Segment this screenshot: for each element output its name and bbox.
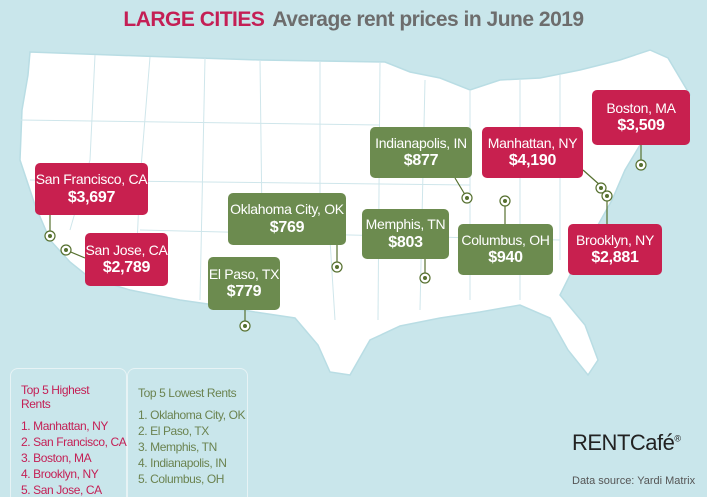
city-name: Manhattan, NY [487,134,578,151]
legend-lowest-title: Top 5 Lowest Rents [138,386,237,400]
city-price: $877 [403,152,439,170]
city-price: $779 [226,283,262,301]
city-name: Boston, MA [606,99,676,116]
title-highlight: LARGE CITIES [123,8,265,31]
legend-item: 3. Memphis, TN [138,440,217,454]
city-price: $4,190 [508,152,557,170]
city-name: Indianapolis, IN [375,134,467,151]
city-price: $2,789 [102,259,151,277]
city-label-memphis: Memphis, TN $803 [362,209,449,259]
city-label-brooklyn: Brooklyn, NY $2,881 [568,224,662,275]
city-label-indianapolis: Indianapolis, IN $877 [370,127,472,178]
city-name: San Francisco, CA [35,171,148,187]
city-label-san-jose: San Jose, CA $2,789 [85,233,168,286]
city-label-el-paso: El Paso, TX $779 [208,257,280,310]
city-price: $3,697 [67,188,116,206]
city-markers [44,145,647,332]
city-price: $803 [388,233,423,251]
rentcafe-logo: RENTCafé® [572,430,681,456]
brand-name: RENTCafé [572,430,675,455]
legend-highest: Top 5 Highest Rents 1. Manhattan, NY 2. … [10,368,127,497]
city-price: $3,509 [617,117,665,135]
legend-item: 2. San Francisco, CA [21,435,127,449]
legend-item: 4. Indianapolis, IN [138,456,227,470]
city-label-oklahoma-city: Oklahoma City, OK $769 [228,193,346,245]
city-label-columbus: Columbus, OH $940 [458,224,553,275]
legend-item: 4. Brooklyn, NY [21,467,99,481]
city-name: Oklahoma City, OK [230,201,344,217]
brand-mark: ® [674,433,681,444]
city-label-san-francisco: San Francisco, CA $3,697 [35,163,148,215]
city-label-manhattan: Manhattan, NY $4,190 [482,127,583,178]
city-name: Brooklyn, NY [575,231,655,248]
title-text: Average rent prices in June 2019 [272,8,584,31]
city-price: $940 [488,249,523,267]
legend-item: 1. Manhattan, NY [21,419,108,433]
city-price: $2,881 [591,249,639,267]
city-name: El Paso, TX [208,265,280,282]
city-name: San Jose, CA [85,241,168,258]
legend-item: 5. Columbus, OH [138,472,225,486]
legend-highest-title: Top 5 Highest Rents [21,383,90,411]
legend-item: 3. Boston, MA [21,451,92,465]
city-price: $769 [269,218,305,236]
title: LARGE CITIES Average rent prices in June … [0,8,707,32]
legend-item: 2. El Paso, TX [138,424,209,438]
legend-lowest: Top 5 Lowest Rents 1. Oklahoma City, OK … [127,368,248,497]
city-name: Memphis, TN [365,216,446,232]
legend-item: 5. San Jose, CA [21,483,102,497]
city-name: Columbus, OH [461,231,550,248]
legend-item: 1. Oklahoma City, OK [138,408,246,422]
data-source: Data source: Yardi Matrix [572,475,696,487]
city-label-boston: Boston, MA $3,509 [592,90,690,145]
